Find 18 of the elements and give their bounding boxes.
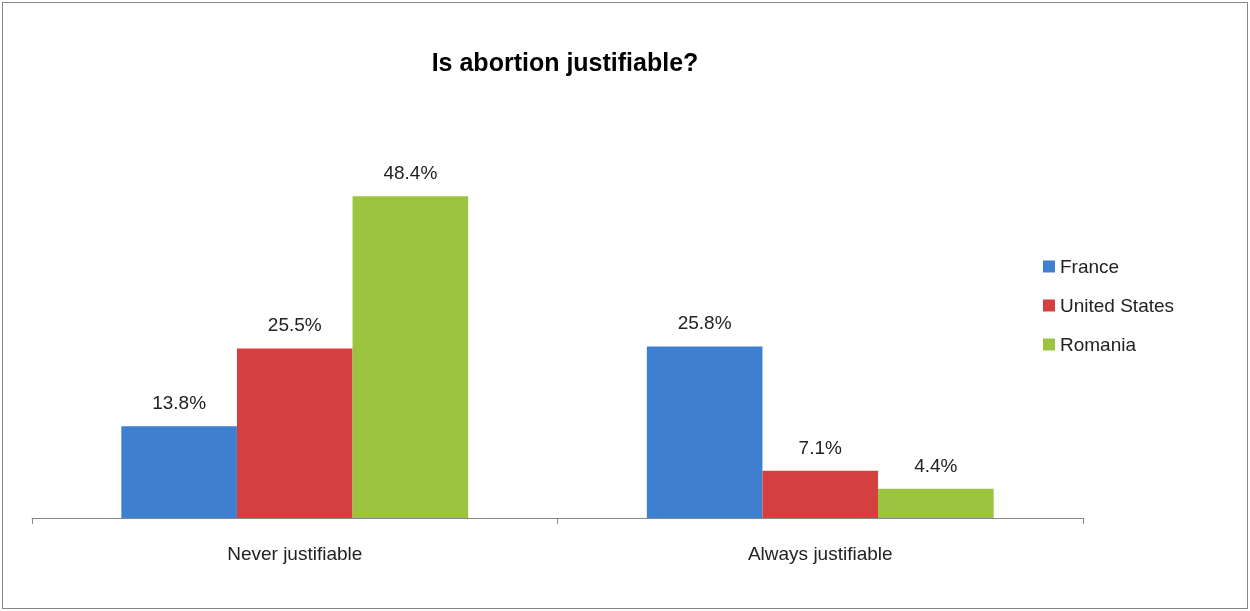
bar	[646, 346, 763, 518]
data-label: 7.1%	[798, 436, 843, 458]
x-tick-label: Always justifiable	[747, 543, 893, 564]
chart-title: Is abortion justifiable?	[431, 47, 699, 76]
legend-label: Romania	[1060, 334, 1137, 355]
data-label: 4.4%	[914, 454, 958, 476]
data-label: 25.8%	[677, 312, 732, 334]
bar	[762, 470, 879, 518]
data-label: 25.5%	[267, 314, 322, 336]
bar	[236, 348, 353, 518]
data-label: 13.8%	[152, 392, 207, 414]
bar	[878, 488, 994, 518]
x-tick-label: Never justifiable	[227, 543, 363, 564]
bar	[121, 426, 237, 518]
legend-label: United States	[1060, 295, 1175, 316]
legend-label: France	[1060, 256, 1120, 277]
data-label: 48.4%	[383, 162, 438, 184]
bar	[352, 196, 469, 518]
